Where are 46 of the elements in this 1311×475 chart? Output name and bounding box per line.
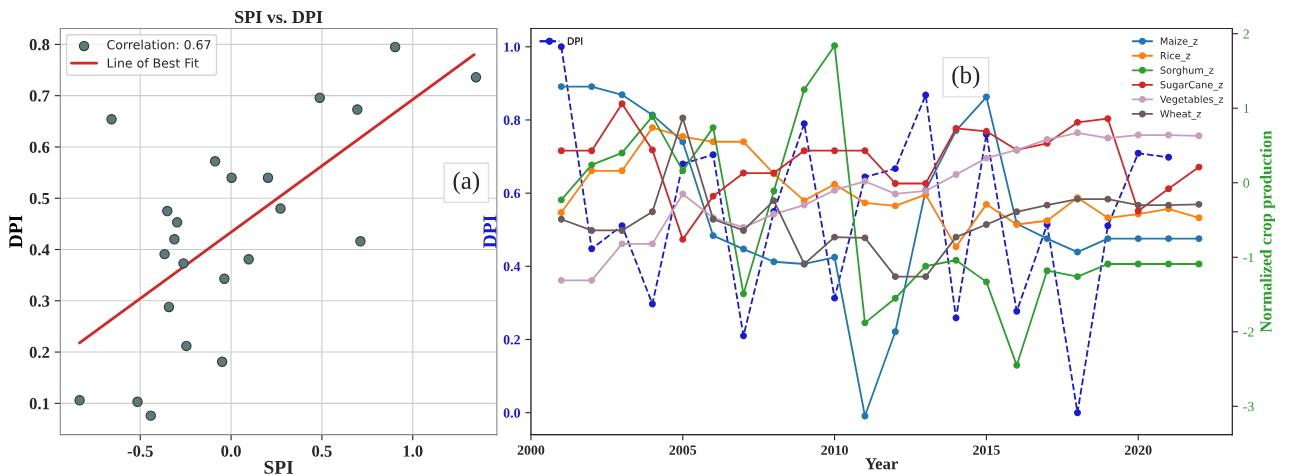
y-tick-label: 1.0 (504, 42, 521, 52)
annotation: (b) (952, 65, 980, 89)
y-tick-label: 0.6 (503, 188, 521, 199)
legend-label: Rice_z (1160, 51, 1191, 62)
chart-title: SPI vs. DPI (235, 10, 323, 24)
y2-tick-label: -1 (1243, 252, 1254, 263)
y-tick-label: 0.6 (29, 141, 50, 153)
y2-tick-label: 1 (1243, 103, 1249, 114)
legend-label: Maize_z (1160, 37, 1198, 47)
legend-label: Wheat_z (1160, 109, 1201, 120)
y-tick-label: 0.5 (29, 192, 50, 205)
y2-tick-label: 2 (1243, 29, 1249, 39)
legend-label: SugarCane_z (1160, 81, 1223, 91)
y-tick-label: 0.0 (503, 408, 521, 418)
annotation: (a) (453, 171, 480, 195)
y-tick-label: 0.3 (29, 295, 50, 307)
x-tick-label: 0.0 (221, 445, 241, 457)
y-tick-label: 0.8 (29, 39, 50, 51)
x-tick-label: 2000 (517, 445, 545, 455)
y-tick-label: 0.4 (503, 261, 521, 272)
y-axis-title: DPI (9, 215, 23, 248)
legend-label: Vegetables_z (1159, 95, 1224, 106)
x-axis-title: SPI (264, 460, 294, 474)
y2-tick-label: -3 (1243, 401, 1254, 412)
y2-tick-label: 0 (1243, 178, 1250, 188)
y-tick-label: 0.4 (29, 244, 50, 256)
legend-label: Correlation: 0.67 (107, 39, 211, 50)
y-tick-label: 0.7 (29, 90, 50, 102)
y-tick-label: 0.8 (503, 115, 521, 125)
y-axis-title: DPI (483, 215, 497, 248)
x-tick-label: 0.5 (312, 445, 332, 457)
x-axis-title: Year (865, 458, 898, 470)
x-tick-label: 2005 (669, 445, 697, 455)
x-tick-label: 2015 (973, 445, 1000, 455)
x-tick-label: 2010 (821, 445, 848, 455)
y2-tick-label: -2 (1243, 327, 1254, 337)
x-tick-label: -0.5 (127, 445, 153, 457)
y-tick-label: 0.2 (29, 346, 50, 359)
legend-label: Sorghum_z (1160, 66, 1214, 77)
legend-label: DPI (567, 37, 583, 45)
y-tick-label: 0.1 (29, 398, 50, 410)
x-tick-label: 2020 (1124, 445, 1152, 455)
legend-label: Line of Best Fit (107, 58, 199, 68)
x-tick-label: 1.0 (403, 445, 423, 457)
y-tick-label: 0.2 (503, 335, 520, 345)
y2-axis-title: Normalized crop production (1259, 130, 1275, 333)
